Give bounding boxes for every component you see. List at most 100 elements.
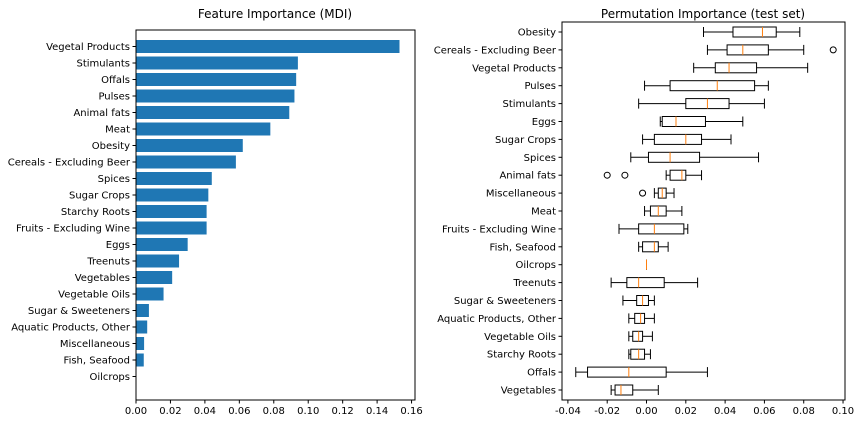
permutation-category-label: Miscellaneous — [486, 189, 556, 200]
mdi-bar-eggs — [136, 238, 188, 251]
permutation-box-starchy-roots — [628, 348, 651, 360]
permutation-category-label: Cereals - Excluding Beer — [434, 45, 557, 56]
permutation-box-pulses — [644, 80, 769, 92]
mdi-category-label: Vegetables — [75, 273, 130, 284]
mdi-bar-cereals-excluding-beer — [136, 155, 236, 169]
mdi-category-label: Vegetal Products — [46, 42, 130, 53]
interquartile-box — [587, 366, 667, 378]
mdi-bar-starchy-roots — [136, 205, 207, 218]
permutation-box-stimulants — [638, 98, 765, 110]
mdi-plot-frame — [135, 29, 416, 401]
mdi-xtick-label: 0.04 — [194, 406, 216, 417]
mdi-category-label: Cereals - Excluding Beer — [8, 158, 131, 169]
mdi-x-axis-ticks: 0.00 0.02 0.04 0.06 0.08 0.10 0.12 0.14 0.16 — [125, 400, 423, 417]
interquartile-box — [642, 241, 659, 253]
interquartile-box — [669, 169, 687, 181]
permutation-box-cereals-excluding-beer — [706, 44, 837, 56]
mdi-category-label: Spices — [98, 174, 130, 185]
interquartile-box — [714, 62, 758, 74]
permutation-box-fruits-excluding-wine — [618, 223, 689, 235]
mdi-category-label: Stimulants — [76, 59, 130, 70]
permutation-chart-title: Permutation Importance (test set) — [601, 7, 805, 21]
mdi-bar-fruits-excluding-wine — [136, 221, 207, 235]
mdi-xtick-label: 0.12 — [332, 406, 354, 417]
permutation-box-vegetable-oils — [628, 330, 653, 342]
permutation-category-label: Fish, Seafood — [490, 242, 556, 253]
interquartile-box — [726, 44, 769, 56]
mdi-xtick-label: 0.16 — [400, 406, 422, 417]
mdi-bar-animal-fats — [136, 106, 290, 119]
permutation-box-sugar-sweeteners — [622, 295, 655, 306]
mdi-bar-meat — [136, 122, 271, 136]
mdi-xtick-label: 0.06 — [228, 406, 250, 417]
permutation-category-label: Treenuts — [512, 278, 556, 289]
interquartile-box — [669, 80, 756, 92]
mdi-bars-group — [136, 40, 400, 367]
permutation-plot-frame — [561, 21, 846, 401]
mdi-bar-stimulants — [136, 56, 298, 70]
mdi-xtick-label: 0.08 — [263, 406, 285, 417]
permutation-category-labels: Obesity Cereals - Excluding Beer Vegetal P… — [434, 28, 562, 397]
permutation-category-label: Vegetables — [501, 386, 556, 397]
mdi-xtick-label: 0.00 — [125, 406, 147, 417]
mdi-category-label: Miscellaneous — [60, 339, 130, 350]
mdi-category-label: Obesity — [92, 141, 130, 152]
mdi-category-label: Sugar Crops — [69, 191, 130, 202]
mdi-category-label: Sugar & Sweeteners — [28, 306, 130, 317]
permutation-xtick-label: 0.02 — [675, 406, 697, 417]
permutation-box-miscellaneous — [639, 187, 675, 199]
interquartile-box — [647, 151, 701, 163]
interquartile-box — [614, 384, 634, 396]
permutation-box-vegetables — [610, 384, 659, 396]
permutation-xtick-label: -0.04 — [555, 406, 581, 417]
permutation-x-axis-ticks: -0.04 -0.02 0.00 0.02 0.04 0.06 0.08 0.10 — [555, 400, 854, 417]
mdi-category-labels: Vegetal Products Stimulants Offals Pulses An… — [8, 42, 136, 383]
mdi-chart-title: Feature Importance (MDI) — [198, 7, 352, 21]
mdi-xtick-label: 0.02 — [159, 406, 181, 417]
permutation-box-meat — [644, 205, 683, 217]
permutation-xtick-label: 0.04 — [714, 406, 736, 417]
permutation-category-label: Obesity — [518, 28, 556, 39]
mdi-category-label: Oilcrops — [90, 372, 131, 383]
permutation-category-label: Vegetal Products — [472, 63, 556, 74]
permutation-box-animal-fats — [603, 169, 703, 181]
mdi-bar-vegetable-oils — [136, 287, 164, 301]
permutation-category-label: Animal fats — [499, 171, 556, 182]
mdi-category-label: Fruits - Excluding Wine — [16, 224, 130, 235]
interquartile-box — [632, 330, 644, 342]
mdi-bar-fish-seafood — [136, 353, 144, 367]
mdi-category-label: Fish, Seafood — [64, 356, 130, 367]
permutation-chart-panel: Permutation Importance (test set) Obesit… — [434, 7, 854, 417]
permutation-box-treenuts — [610, 277, 699, 289]
outlier-point — [639, 189, 647, 197]
permutation-xtick-label: -0.02 — [594, 406, 620, 417]
permutation-box-vegetal-products — [693, 62, 809, 74]
mdi-xtick-label: 0.14 — [366, 406, 388, 417]
permutation-box-fish-seafood — [638, 241, 669, 253]
interquartile-box — [638, 223, 685, 235]
mdi-category-label: Treenuts — [86, 257, 130, 268]
permutation-box-eggs — [659, 116, 744, 127]
interquartile-box — [732, 26, 777, 38]
permutation-category-label: Vegetable Oils — [484, 332, 556, 343]
permutation-category-label: Stimulants — [502, 99, 556, 110]
interquartile-box — [634, 312, 646, 324]
permutation-xtick-label: 0.10 — [832, 406, 854, 417]
outlier-point — [829, 46, 837, 54]
mdi-bar-vegetables — [136, 271, 173, 284]
mdi-category-label: Meat — [105, 125, 130, 136]
permutation-boxes-group — [575, 26, 837, 396]
permutation-category-label: Offals — [527, 368, 556, 379]
mdi-chart-panel: Feature Importance (MDI) Vegetal Product… — [8, 7, 423, 417]
permutation-box-spices — [630, 151, 760, 163]
interquartile-box — [653, 133, 703, 145]
permutation-box-aquatic-products-other — [628, 312, 655, 324]
mdi-category-label: Eggs — [106, 240, 130, 251]
mdi-bar-miscellaneous — [136, 337, 145, 350]
permutation-xtick-label: 0.06 — [753, 406, 775, 417]
mdi-category-label: Starchy Roots — [61, 207, 130, 218]
permutation-xtick-label: 0.08 — [793, 406, 815, 417]
mdi-bar-treenuts — [136, 254, 180, 268]
mdi-category-label: Aquatic Products, Other — [11, 323, 131, 334]
